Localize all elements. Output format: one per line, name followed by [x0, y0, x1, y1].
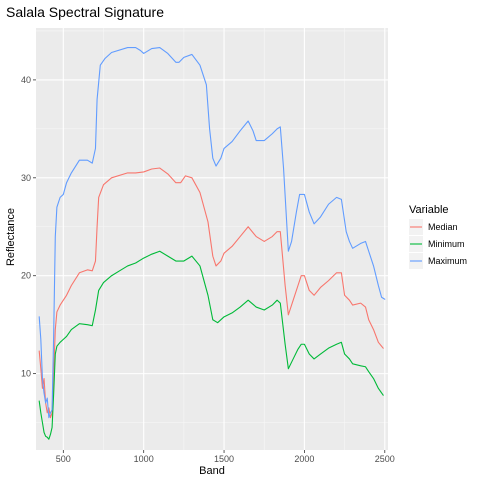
legend-label-median: Median	[428, 222, 458, 232]
legend-label-maximum: Maximum	[428, 256, 467, 266]
y-tick-label: 40	[21, 75, 31, 85]
grid-major	[36, 28, 388, 450]
x-tick-label: 1000	[134, 454, 154, 464]
legend-label-minimum: Minimum	[428, 239, 465, 249]
x-tick-label: 500	[56, 454, 71, 464]
y-axis-label: Reflectance	[5, 208, 17, 266]
y-tick-label: 10	[21, 369, 31, 379]
series-line-maximum	[38, 47, 386, 419]
y-tick-label: 20	[21, 271, 31, 281]
y-tick-label: 30	[21, 173, 31, 183]
x-tick-label: 2500	[375, 454, 395, 464]
series-line-minimum	[38, 250, 384, 440]
chart-title: Salala Spectral Signature	[6, 4, 164, 20]
ticks-layer: 500 1000 1500 2000 2500 10 20 30 40	[21, 75, 395, 464]
plot-panel	[36, 28, 388, 450]
x-tick-label: 1500	[214, 454, 234, 464]
legend-title: Variable	[409, 204, 449, 216]
legend-items: Median Minimum Maximum	[409, 219, 467, 269]
x-tick-label: 2000	[294, 454, 314, 464]
grid-minor	[36, 28, 388, 450]
series-line-median	[38, 167, 384, 419]
legend: Variable Median Minimum Maximum	[409, 204, 467, 269]
x-axis-label: Band	[199, 465, 225, 477]
series-layer	[38, 47, 386, 440]
